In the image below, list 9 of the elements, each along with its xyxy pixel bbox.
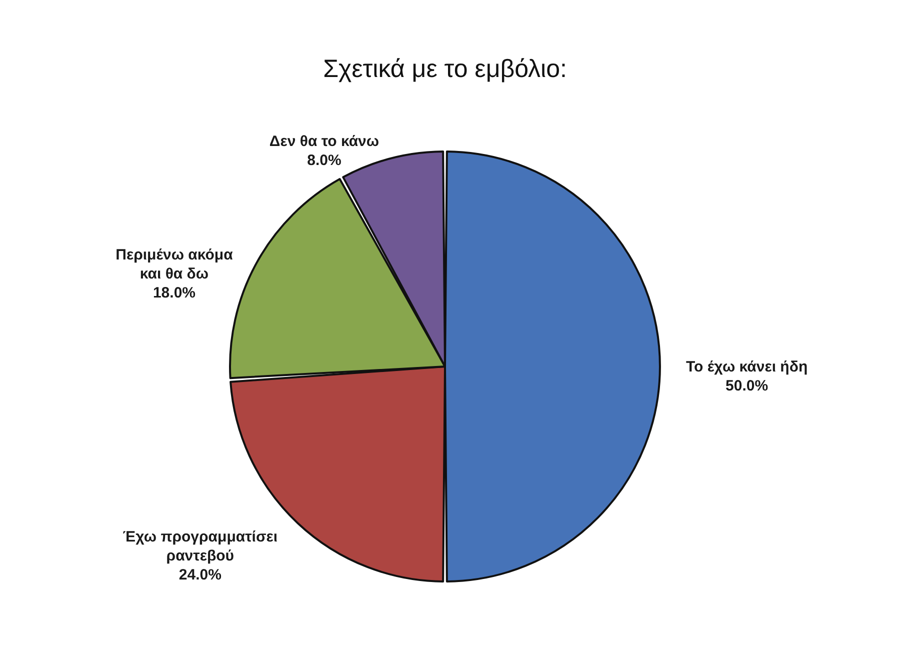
data-label: 8.0% [307,152,342,169]
slice-label: Περιμένω ακόμα και θα δω [116,246,234,282]
slice-label: Δεν θα το κάνω [269,132,380,150]
chart-title: Σχετικά με το εμβόλιο: [323,55,567,83]
data-label: 50.0% [726,378,768,394]
data-label: 18.0% [152,284,196,302]
slice-label: Έχω προγραμματίσει ραντεβού [122,528,278,564]
data-label: 24.0% [178,566,222,584]
slice-label: Το έχω κάνει ήδη [686,358,808,376]
